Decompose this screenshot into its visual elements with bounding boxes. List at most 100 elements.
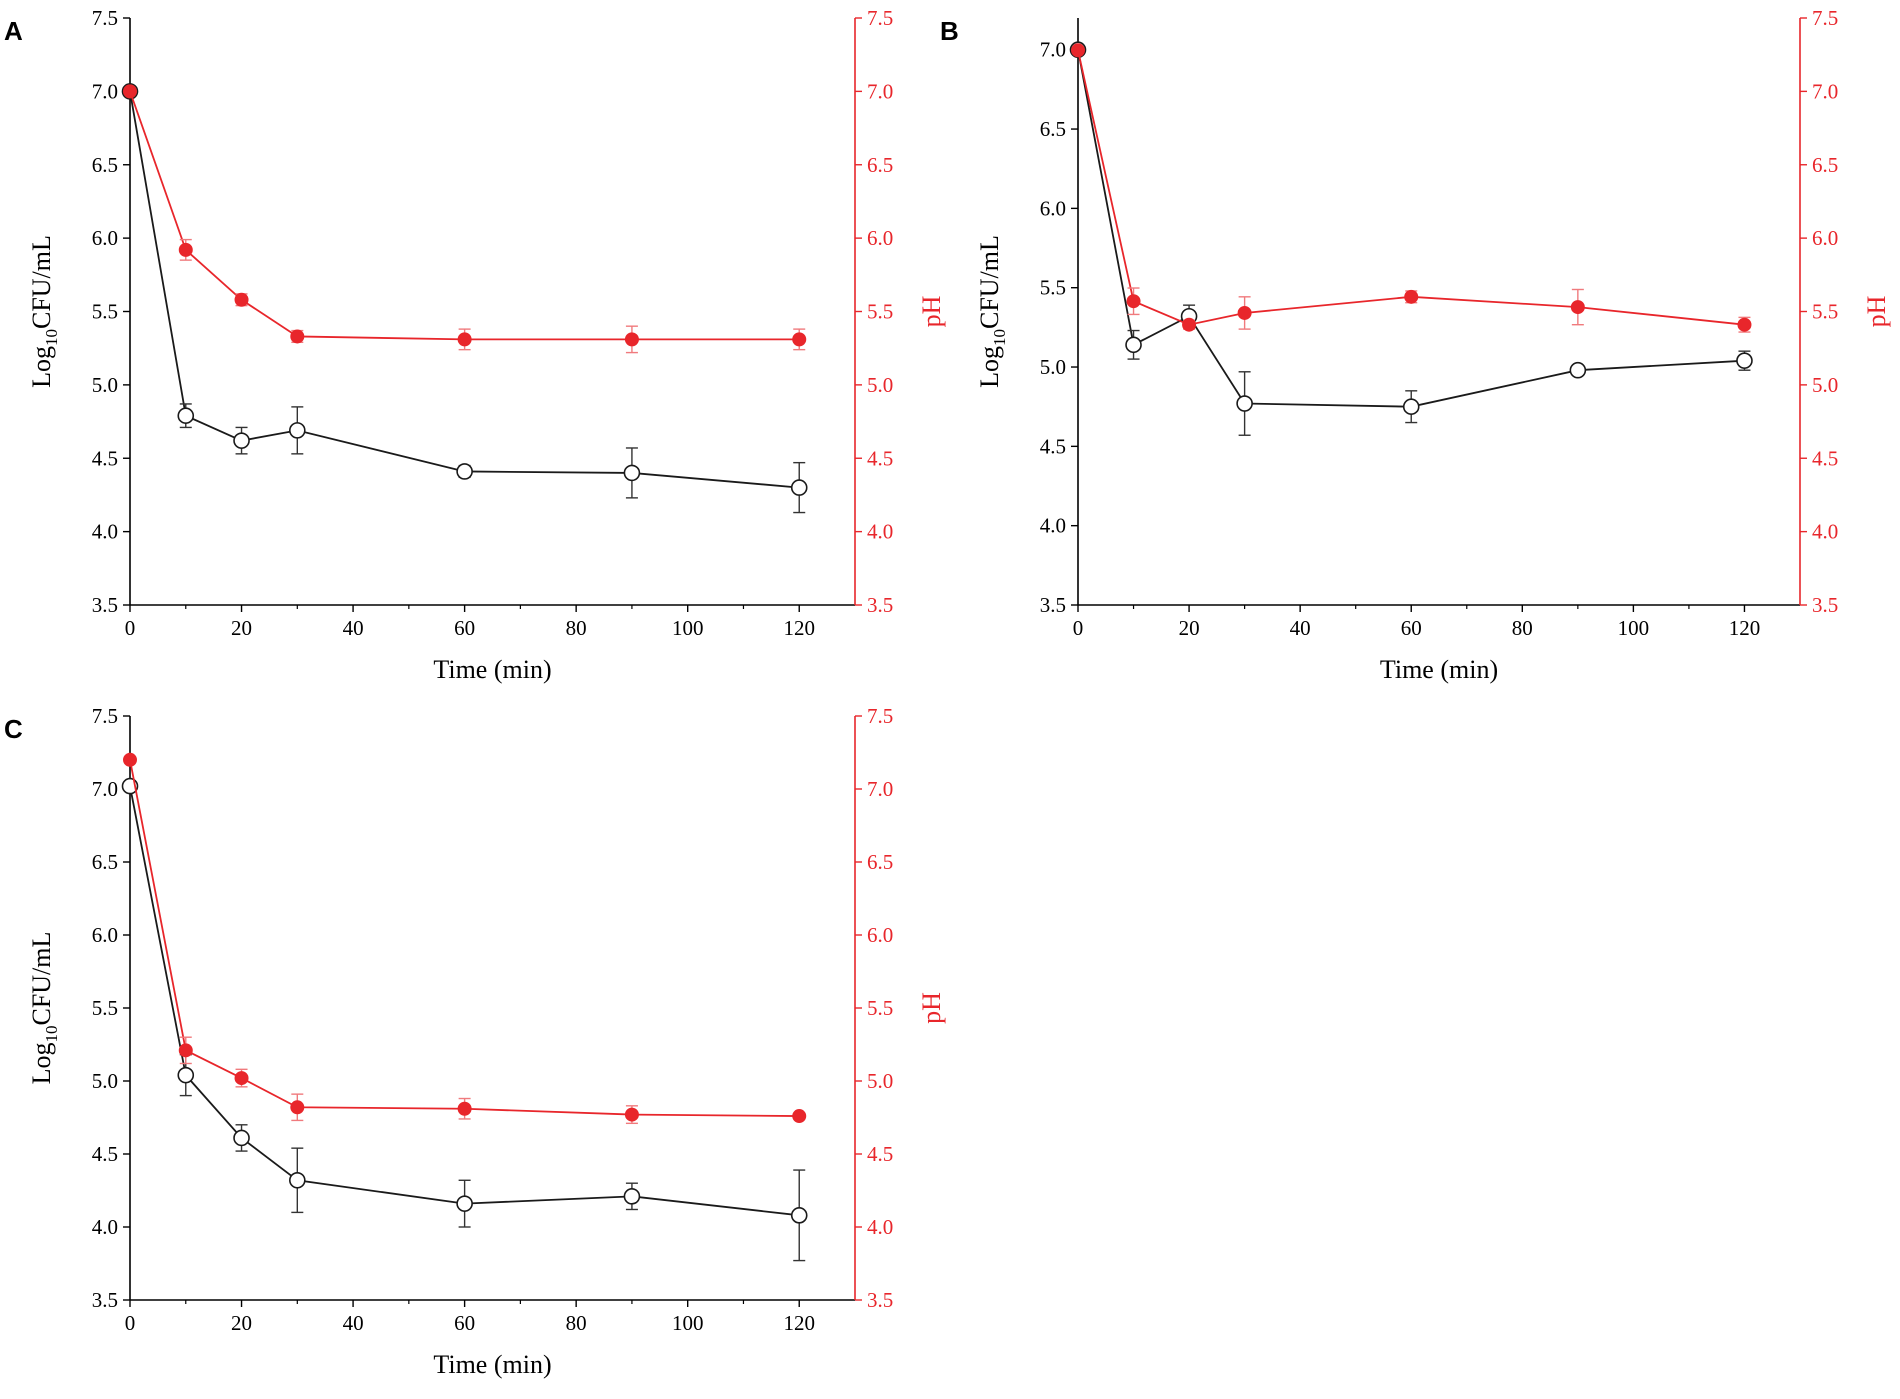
- series-cfu: [1069, 41, 1753, 436]
- cfu-point: [1736, 352, 1753, 369]
- y-axis-title: Log10CFU/mL: [27, 932, 61, 1085]
- y-tick-label: 3.5: [92, 593, 118, 617]
- x-tick-label: 0: [1073, 616, 1084, 640]
- cfu-point: [623, 1188, 641, 1205]
- x-tick-label: 100: [672, 1311, 704, 1335]
- y-tick-label: 4.0: [92, 1215, 118, 1239]
- ph-point: [234, 1071, 249, 1086]
- y2-tick-label: 6.5: [867, 153, 893, 177]
- x-tick-label: 120: [783, 1311, 815, 1335]
- cfu-point: [177, 407, 195, 424]
- y2-tick-label: 5.0: [867, 1069, 893, 1093]
- ph-point: [290, 329, 305, 344]
- y-tick-label: 5.5: [92, 996, 118, 1020]
- y-tick-label: 6.5: [92, 153, 118, 177]
- y-tick-label: 5.0: [92, 1069, 118, 1093]
- y2-tick-label: 6.0: [867, 226, 893, 250]
- y-tick-label: 6.0: [1040, 196, 1066, 220]
- y2-tick-label: 7.5: [1812, 6, 1838, 30]
- y2-tick-label: 3.5: [1812, 593, 1838, 617]
- y-axis-title-log: Log: [27, 1043, 56, 1085]
- y-tick-label: 3.5: [1040, 593, 1066, 617]
- ph-point: [1737, 317, 1752, 332]
- y2-tick-label: 7.0: [867, 777, 893, 801]
- panel-label: A: [4, 16, 23, 46]
- x-tick-label: 0: [125, 616, 136, 640]
- y-axis-title-subscript: 10: [990, 329, 1009, 346]
- x-tick-label: 100: [1618, 616, 1650, 640]
- series-cfu: [121, 83, 808, 514]
- y-axis-title-log: Log: [27, 346, 56, 388]
- ph-line: [129, 91, 800, 341]
- ph-line: [1077, 50, 1745, 326]
- y-axis-title-unit: CFU/mL: [27, 235, 56, 329]
- y2-tick-label: 4.0: [867, 1215, 893, 1239]
- cfu-point: [1236, 395, 1253, 412]
- cfu-point: [456, 1195, 473, 1212]
- ph-point: [123, 84, 137, 99]
- cfu-point: [289, 1171, 306, 1189]
- x-tick-label: 80: [566, 616, 587, 640]
- y-tick-label: 6.0: [92, 923, 118, 947]
- ph-point: [290, 1100, 305, 1115]
- ph-point: [178, 242, 193, 257]
- x-tick-label: 120: [783, 616, 815, 640]
- ph-point: [123, 752, 137, 767]
- ph-point: [624, 332, 639, 347]
- y2-tick-label: 4.0: [1812, 520, 1838, 544]
- y-tick-label: 7.5: [92, 6, 118, 30]
- y2-tick-label: 6.0: [867, 923, 893, 947]
- x-tick-label: 60: [1401, 616, 1422, 640]
- x-axis-title: Time (min): [433, 1350, 551, 1379]
- cfu-point: [790, 1207, 808, 1224]
- ph-point: [1570, 300, 1585, 315]
- x-tick-label: 0: [125, 1311, 136, 1335]
- ph-point: [457, 1101, 472, 1116]
- ph-point: [1126, 294, 1141, 309]
- y2-tick-label: 7.5: [867, 704, 893, 728]
- chart-panel-c: C 0 20 40 60 80 100 120 3.5 4.0 4.5 5.0 5.5 6.0 6.5 7.0…: [4, 704, 946, 1379]
- panel-label: C: [4, 714, 23, 744]
- ph-point: [624, 1107, 639, 1122]
- x-tick-label: 60: [454, 616, 475, 640]
- y-axis-title-unit: CFU/mL: [975, 235, 1004, 329]
- y-tick-label: 5.0: [92, 373, 118, 397]
- y-tick-label: 7.0: [92, 777, 118, 801]
- series-ph: [123, 84, 807, 354]
- ph-point: [1071, 43, 1085, 58]
- ph-point: [234, 292, 249, 307]
- ph-point: [792, 332, 807, 347]
- y-tick-label: 4.5: [92, 1142, 118, 1166]
- x-tick-label: 120: [1729, 616, 1761, 640]
- y2-tick-label: 7.0: [1812, 79, 1838, 103]
- y2-tick-label: 5.0: [867, 373, 893, 397]
- y2-tick-label: 6.0: [1812, 226, 1838, 250]
- y2-tick-label: 4.0: [867, 520, 893, 544]
- y-axis-title: Log10CFU/mL: [27, 235, 61, 388]
- ph-point: [792, 1109, 807, 1124]
- panel-label: B: [940, 16, 959, 46]
- cfu-point: [790, 479, 808, 496]
- y2-tick-label: 4.5: [867, 1142, 893, 1166]
- y-tick-label: 7.0: [92, 79, 118, 103]
- cfu-point: [233, 432, 250, 449]
- x-tick-label: 60: [454, 1311, 475, 1335]
- y-tick-label: 6.0: [92, 226, 118, 250]
- cfu-point: [623, 464, 641, 482]
- y-tick-label: 4.0: [1040, 514, 1066, 538]
- y-tick-label: 5.5: [92, 300, 118, 324]
- x-tick-label: 40: [1290, 616, 1311, 640]
- y-tick-label: 3.5: [92, 1288, 118, 1312]
- cfu-point: [233, 1129, 250, 1147]
- x-axis-title: Time (min): [433, 655, 551, 684]
- y2-tick-label: 7.5: [867, 6, 893, 30]
- y2-tick-label: 5.5: [867, 300, 893, 324]
- x-axis-title: Time (min): [1380, 655, 1498, 684]
- x-tick-label: 20: [231, 616, 252, 640]
- series-ph: [123, 752, 807, 1125]
- y2-tick-label: 4.5: [867, 446, 893, 470]
- y2-tick-label: 6.5: [1812, 153, 1838, 177]
- y2-tick-label: 6.5: [867, 850, 893, 874]
- y-axis-title-unit: CFU/mL: [27, 932, 56, 1026]
